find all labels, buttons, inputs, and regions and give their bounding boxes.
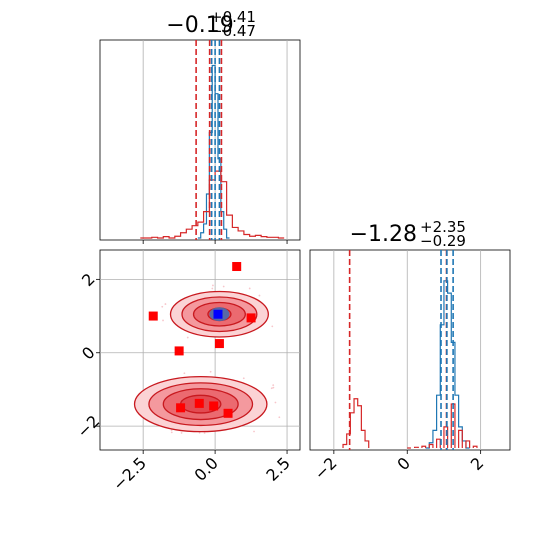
histogram-series-0 bbox=[197, 64, 230, 239]
panel-bottom-right-ticks: −2 0 2 bbox=[311, 450, 488, 484]
sample-dot bbox=[248, 287, 251, 290]
red-square-point-1 bbox=[148, 311, 158, 321]
title-minus: −0.29 bbox=[420, 232, 466, 250]
panel-top-left-frame bbox=[99, 39, 301, 241]
x-tick-label-1: 0 bbox=[393, 453, 414, 474]
panel-top-left-title: −0.19 bbox=[166, 13, 233, 38]
panel-top-left: −0.19 +0.41 −0.47 bbox=[99, 8, 301, 244]
y-tick-label-0: 2 bbox=[78, 269, 99, 290]
sample-dot bbox=[270, 387, 273, 390]
x-tick-label-0: −2 bbox=[311, 453, 341, 483]
sample-dot bbox=[183, 372, 186, 375]
red-square-point-3 bbox=[214, 339, 224, 349]
panel-bottom-right-frame bbox=[309, 249, 511, 451]
sample-dot bbox=[258, 294, 261, 297]
sample-dot bbox=[242, 377, 245, 380]
x-tick-label-2: 2.5 bbox=[262, 453, 293, 484]
sample-dot bbox=[162, 319, 164, 322]
red-square-point-7 bbox=[176, 403, 186, 413]
sample-dot bbox=[161, 305, 164, 308]
sample-dot bbox=[203, 432, 206, 434]
sample-dot bbox=[272, 386, 275, 389]
sample-dot bbox=[209, 370, 212, 373]
panel-bottom-right-title: −1.28 bbox=[350, 222, 417, 247]
panel-bottom-right-quantile-lines bbox=[348, 250, 454, 450]
title-minus: −0.47 bbox=[210, 22, 256, 40]
red-square-point-5 bbox=[194, 398, 204, 408]
sample-dot bbox=[198, 431, 201, 434]
x-tick-label-1: 0.0 bbox=[191, 453, 222, 484]
red-square-point-2 bbox=[246, 313, 256, 323]
red-square-point-0 bbox=[232, 262, 242, 272]
y-tick-label-2: −2 bbox=[73, 411, 103, 441]
x-tick-label-2: 2 bbox=[467, 453, 488, 474]
sample-dot bbox=[186, 336, 189, 339]
title-plus: +2.35 bbox=[420, 218, 466, 236]
sample-dot bbox=[180, 432, 183, 434]
red-square-point-4 bbox=[174, 346, 184, 356]
sample-dot bbox=[272, 384, 275, 387]
red-square-point-6 bbox=[209, 401, 219, 411]
red-square-point-8 bbox=[223, 408, 233, 418]
sample-dot bbox=[271, 325, 274, 328]
sample-dot bbox=[253, 430, 255, 433]
title-plus: +0.41 bbox=[210, 8, 256, 26]
sample-dot bbox=[164, 303, 167, 305]
blue-square-point-0 bbox=[213, 309, 223, 319]
panel-bottom-left-points bbox=[148, 262, 256, 418]
panel-bottom-right: −2 0 2 −1.28 +2.35 −0.29 bbox=[309, 218, 511, 484]
x-tick-label-0: −2.5 bbox=[109, 453, 150, 494]
panel-bottom-left: −2.5 0.0 2.5 2 0 −2 bbox=[73, 249, 301, 494]
sample-dot bbox=[170, 429, 173, 432]
sample-dot bbox=[274, 401, 277, 404]
panel-bottom-right-grid bbox=[333, 250, 482, 450]
sample-dot bbox=[222, 285, 225, 288]
panel-top-left-quantile-lines bbox=[195, 40, 223, 240]
sample-dot bbox=[211, 287, 214, 290]
sample-dot bbox=[278, 416, 281, 419]
sample-dot bbox=[170, 431, 173, 434]
sample-dot bbox=[212, 284, 214, 287]
title-median: −0.19 bbox=[166, 13, 233, 38]
y-tick-label-1: 0 bbox=[78, 343, 99, 364]
